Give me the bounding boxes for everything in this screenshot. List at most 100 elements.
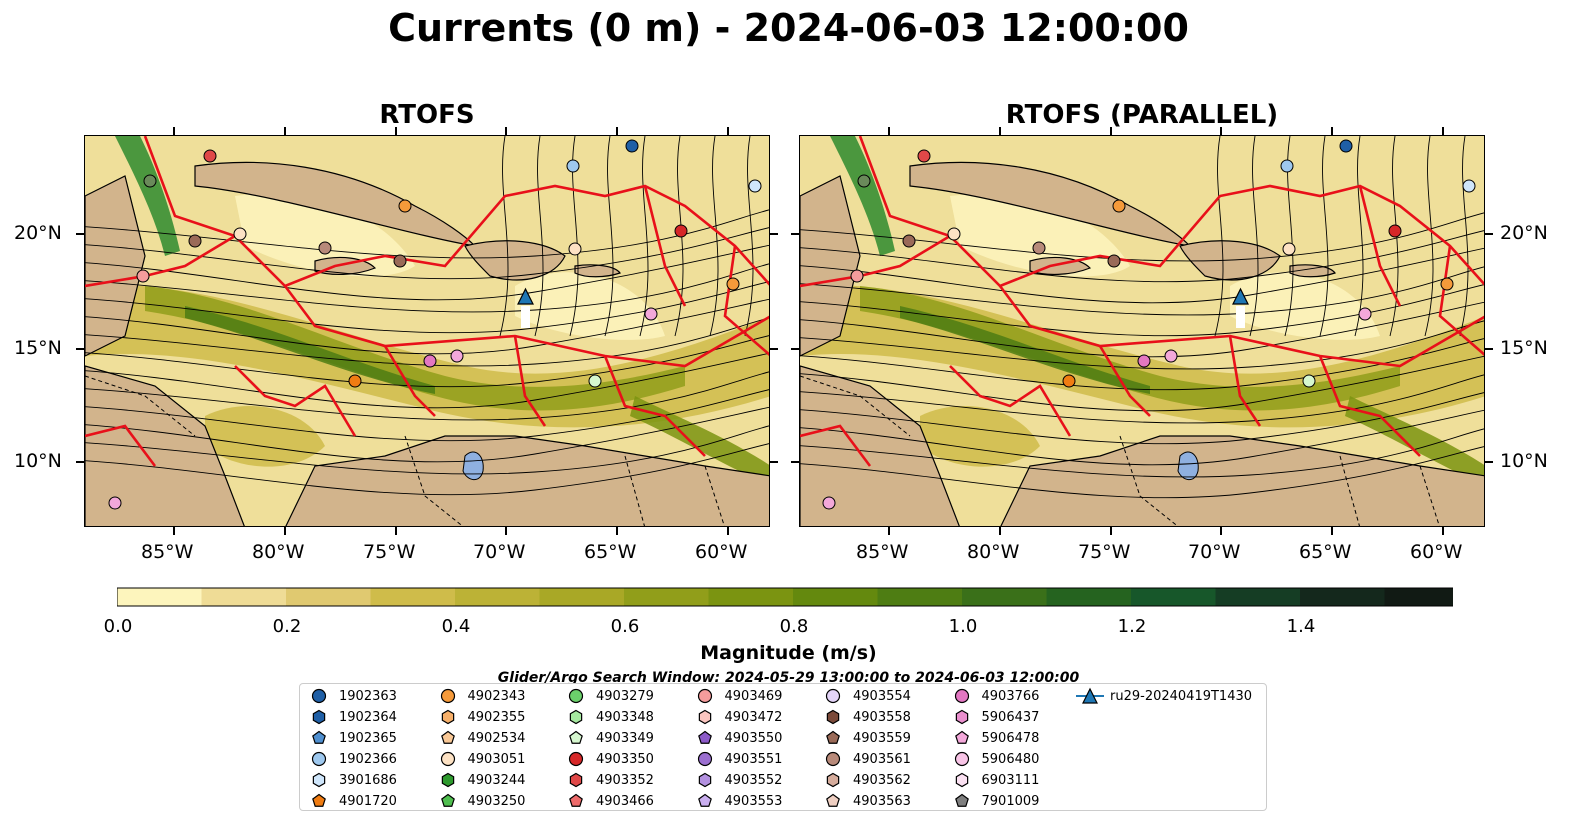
circle-marker-icon — [568, 688, 584, 704]
lon-label-70w-p1: 70°W — [473, 541, 526, 563]
pentagon-marker-icon — [697, 730, 712, 744]
hexagon-marker-icon — [312, 772, 326, 788]
axis-tick — [1442, 127, 1444, 135]
lat-label-15n-right: 15°N — [1500, 337, 1548, 359]
colorbar-segment — [962, 588, 1047, 606]
circle-marker-icon — [825, 751, 841, 767]
legend-entry: 4903250 — [434, 791, 526, 811]
colorbar-segment — [455, 588, 540, 606]
hexagon-marker-icon — [312, 709, 326, 725]
axis-tick — [76, 348, 84, 350]
legend-label: 4903250 — [467, 793, 526, 809]
legend-label: 4903563 — [853, 793, 911, 809]
circle-marker-icon — [825, 688, 841, 704]
axis-tick — [505, 527, 507, 535]
colorbar-title: Magnitude (m/s) — [700, 642, 877, 664]
pentagon-marker-icon — [569, 730, 583, 744]
legend-entry: 4903051 — [434, 749, 525, 769]
colorbar-segment — [117, 588, 202, 606]
circle-marker-icon — [954, 688, 969, 704]
pentagon-marker-icon — [954, 730, 969, 744]
axis-tick — [1331, 527, 1333, 535]
lon-label-75w-p2: 75°W — [1078, 541, 1131, 563]
axis-tick — [770, 348, 778, 350]
axis-tick — [1220, 527, 1222, 535]
legend-label: 4903348 — [596, 709, 654, 725]
legend-label: 1902365 — [339, 730, 397, 746]
legend-entry: 4902343 — [434, 686, 526, 706]
legend-label: 5906478 — [981, 730, 1040, 746]
legend-entry: 4903554 — [819, 686, 911, 706]
legend-entry: 4903551 — [691, 749, 783, 769]
colorbar-tick-label: 0.6 — [610, 616, 640, 637]
colorbar-segment — [370, 588, 456, 606]
axis-tick — [76, 461, 84, 463]
axis-tick — [1485, 348, 1493, 350]
legend-label: 4903561 — [853, 751, 911, 767]
pentagon-marker-icon — [312, 793, 326, 807]
panel-title-rtofs-parallel: RTOFS (PARALLEL) — [1005, 100, 1279, 130]
lon-label-85w-p1: 85°W — [141, 541, 194, 563]
legend-label: 7901009 — [981, 793, 1040, 809]
colorbar — [116, 586, 1534, 614]
axis-tick — [791, 348, 799, 350]
legend-label: 4902355 — [467, 709, 526, 725]
colorbar-segment — [286, 588, 371, 606]
circle-marker-icon — [311, 751, 327, 767]
colorbar-segment — [539, 588, 625, 606]
pentagon-marker-icon — [569, 793, 583, 807]
circle-marker-icon — [568, 751, 584, 767]
legend-label: ru29-20240419T1430 — [1110, 688, 1253, 704]
axis-tick — [791, 461, 799, 463]
legend-entry: 4903553 — [691, 791, 782, 811]
colorbar-tick-label: 1.2 — [1117, 616, 1147, 637]
colorbar-tick-label: 1.4 — [1286, 616, 1316, 637]
colorbar-tick-label: 0.2 — [272, 616, 302, 637]
legend-entry: 5906478 — [948, 728, 1040, 748]
axis-tick — [616, 527, 618, 535]
legend-entry: 1902366 — [305, 749, 397, 769]
colorbar-tick-label: 0.4 — [441, 616, 471, 637]
hexagon-marker-icon — [955, 772, 968, 788]
legend-entry: 5906480 — [948, 749, 1039, 769]
circle-marker-icon — [440, 688, 455, 704]
axis-tick — [284, 127, 286, 135]
axis-tick — [791, 233, 799, 235]
legend-entry: 4903559 — [819, 728, 911, 748]
hexagon-marker-icon — [441, 709, 454, 725]
legend-label: 6903111 — [981, 772, 1040, 788]
legend-entry: 4903348 — [562, 707, 654, 727]
legend-label: 3901686 — [339, 772, 397, 788]
axis-tick — [1110, 127, 1112, 135]
legend-entry: 5906437 — [948, 707, 1039, 727]
colorbar-segment — [877, 588, 963, 606]
legend-entry: 4902534 — [434, 728, 525, 748]
legend-entry: 4903562 — [819, 770, 911, 790]
lat-label-20n-right: 20°N — [1500, 222, 1548, 244]
colorbar-segment — [793, 588, 878, 606]
legend-entry: 1902365 — [305, 728, 397, 748]
current-map — [800, 136, 1484, 526]
legend-entry: 1902363 — [305, 686, 397, 706]
legend-label: 4903469 — [724, 688, 783, 704]
axis-tick — [616, 127, 618, 135]
legend-label: 4902343 — [467, 688, 526, 704]
lon-label-65w-p2: 65°W — [1299, 541, 1352, 563]
legend-label: 4903350 — [596, 751, 654, 767]
legend-label: 4903551 — [724, 751, 783, 767]
circle-marker-icon — [311, 688, 327, 704]
legend-label: 4903552 — [724, 772, 783, 788]
pentagon-marker-icon — [954, 793, 969, 807]
legend-entry: 4903352 — [562, 770, 654, 790]
legend-label: 4903279 — [596, 688, 654, 704]
hexagon-marker-icon — [569, 772, 583, 788]
pentagon-marker-icon — [697, 793, 712, 807]
legend-label: 4903466 — [596, 793, 654, 809]
lat-label-10n-right: 10°N — [1500, 450, 1548, 472]
hexagon-marker-icon — [955, 709, 968, 725]
axis-tick — [1220, 127, 1222, 135]
axis-tick — [727, 127, 729, 135]
legend-entry: 4903561 — [819, 749, 911, 769]
axis-tick — [395, 127, 397, 135]
legend-entry: ru29-20240419T1430 — [1076, 686, 1252, 706]
